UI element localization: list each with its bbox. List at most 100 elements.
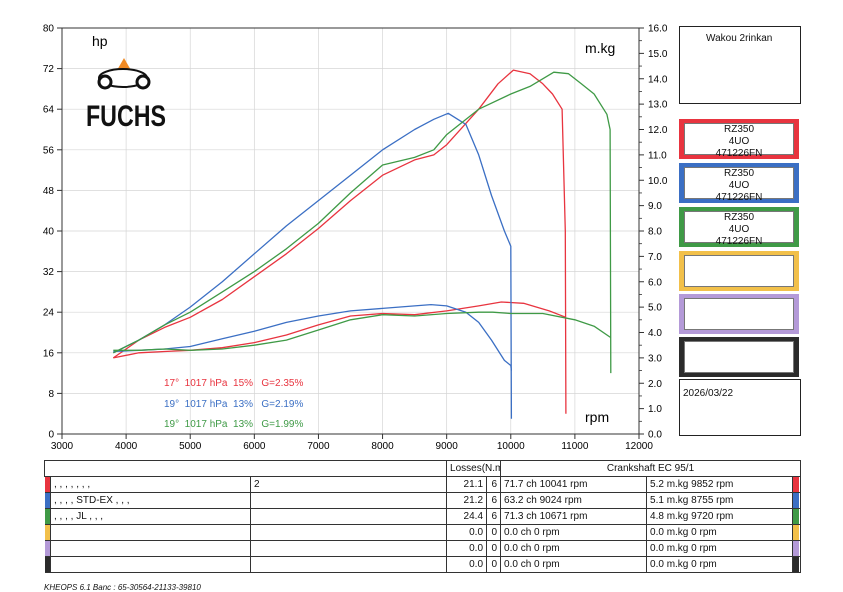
run-box-text: 471226FN <box>715 148 763 159</box>
dyno-chart: 3000 4000 5000 6000 7000 8000 9000 10000 11000 12… <box>43 24 668 453</box>
cell-note: 2 <box>249 476 448 493</box>
row-color-swatch <box>792 540 802 557</box>
y-right-tick-label: 15.0 <box>648 49 668 60</box>
condition-line: 17° 1017 hPa 15% G=2.35% <box>164 378 303 389</box>
date-panel <box>679 379 801 436</box>
y-right-tick-label: 16.0 <box>648 24 668 35</box>
cell-power: 71.7 ch 10041 rpm <box>500 476 648 493</box>
y-right-tick-label: 13.0 <box>648 100 668 111</box>
row-color-swatch <box>792 492 802 509</box>
station-name: Wakou 2rinkan <box>706 33 773 44</box>
cell-loss: 21.2 <box>446 492 488 509</box>
run-box-text: 471226FN <box>715 236 763 247</box>
fuchs-logo: FUCHS <box>86 58 166 133</box>
y-right-tick-label: 11.0 <box>648 150 667 161</box>
y-right-tick-label: 0.0 <box>648 430 662 441</box>
test-date: 2026/03/22 <box>683 388 734 399</box>
cell-note <box>249 556 448 573</box>
run-box: RZ350 4UO 471226FN <box>679 163 799 203</box>
y-left-tick-label: 48 <box>43 186 55 197</box>
run-box-text: RZ350 <box>723 124 754 135</box>
x-tick-label: 7000 <box>307 441 330 452</box>
table-row: , , , , STD-EX , , , 21.2 6 63.2 ch 9024 rp… <box>44 492 802 509</box>
run-box <box>679 294 799 334</box>
power-curve-0 <box>112 69 567 414</box>
footer-text: KHEOPS 6.1 Banc : 65-30564-21133-39810 <box>44 583 201 592</box>
y-left-tick-label: 24 <box>43 308 55 319</box>
y-left-tick-label: 8 <box>48 389 54 400</box>
cell-loss: 0.0 <box>446 556 488 573</box>
chart-lines <box>112 69 612 419</box>
cell-note <box>249 508 448 525</box>
y-left-tick-label: 16 <box>43 348 55 359</box>
y-left-axis-label: hp <box>92 33 108 49</box>
run-box: RZ350 4UO 471226FN <box>679 119 799 159</box>
run-box <box>679 251 799 291</box>
cell-torque: 0.0 m.kg 0 rpm <box>646 540 794 557</box>
x-tick-label: 4000 <box>115 441 138 452</box>
y-right-tick-label: 3.0 <box>648 353 662 364</box>
x-tick-label: 6000 <box>243 441 266 452</box>
row-color-swatch <box>792 556 802 573</box>
run-box-text: RZ350 <box>723 168 754 179</box>
cell-name <box>50 540 251 557</box>
run-box-label: RZ350 4UO 471226FN <box>684 211 794 247</box>
row-color-swatch <box>792 524 802 541</box>
condition-line: 19° 1017 hPa 13% G=1.99% <box>164 419 303 430</box>
cell-loss: 0.0 <box>446 524 488 541</box>
y-left-tick-label: 64 <box>43 105 55 116</box>
y-right-tick-label: 2.0 <box>648 379 662 390</box>
cell-loss: 21.1 <box>446 476 488 493</box>
cell-torque: 5.1 m.kg 8755 rpm <box>646 492 794 509</box>
cell-torque: 0.0 m.kg 0 rpm <box>646 556 794 573</box>
y-left-tick-label: 40 <box>43 227 55 238</box>
cell-loss: 0.0 <box>446 540 488 557</box>
chart-grid <box>61 27 640 435</box>
run-box: RZ350 4UO 471226FN <box>679 207 799 247</box>
y-right-tick-label: 1.0 <box>648 404 662 415</box>
losses-header: Losses(N.m) <box>446 460 502 477</box>
run-box-label <box>684 298 794 330</box>
condition-line: 19° 1017 hPa 13% G=2.19% <box>164 399 303 410</box>
row-color-swatch <box>792 508 802 525</box>
results-table: Losses(N.m) Crankshaft EC 95/1 , , , , ,… <box>43 460 802 573</box>
run-box-label <box>684 255 794 287</box>
conditions-legend: 17° 1017 hPa 15% G=2.35% 19° 1017 hPa 13… <box>164 378 303 430</box>
table-row: , , , , JL , , , 24.4 6 71.3 ch 10671 rpm 4.… <box>44 508 802 525</box>
run-box-text: 4UO <box>728 224 750 235</box>
x-tick-label: 3000 <box>51 441 74 452</box>
x-tick-label: 11000 <box>561 441 589 452</box>
cell-power: 0.0 ch 0 rpm <box>500 540 648 557</box>
cell-power: 71.3 ch 10671 rpm <box>500 508 648 525</box>
y-right-tick-label: 8.0 <box>648 227 662 238</box>
row-color-swatch <box>792 476 802 493</box>
run-box-label <box>684 341 794 373</box>
cell-n: 0 <box>486 524 502 541</box>
run-box-text: 471226FN <box>715 192 763 203</box>
chart-ticks: 3000 4000 5000 6000 7000 8000 9000 10000 11000 12… <box>43 24 668 453</box>
run-box-text: 4UO <box>728 180 750 191</box>
cell-name: , , , , , , , <box>50 476 251 493</box>
run-box-text: 4UO <box>728 136 750 147</box>
cell-n: 6 <box>486 492 502 509</box>
run-box <box>679 337 799 377</box>
table-row: , , , , , , , 2 21.1 6 71.7 ch 10041 rpm 5.2 … <box>44 476 802 493</box>
cell-power: 63.2 ch 9024 rpm <box>500 492 648 509</box>
cell-note <box>249 492 448 509</box>
y-right-tick-label: 10.0 <box>648 176 668 187</box>
cell-power: 0.0 ch 0 rpm <box>500 556 648 573</box>
cell-torque: 4.8 m.kg 9720 rpm <box>646 508 794 525</box>
cell-loss: 24.4 <box>446 508 488 525</box>
y-left-tick-label: 80 <box>43 24 55 35</box>
cell-note <box>249 540 448 557</box>
cell-torque: 0.0 m.kg 0 rpm <box>646 524 794 541</box>
torque-curve-5 <box>113 311 612 351</box>
run-box-label: RZ350 4UO 471226FN <box>684 167 794 203</box>
y-right-tick-label: 5.0 <box>648 303 662 314</box>
cell-name <box>50 524 251 541</box>
cell-n: 6 <box>486 508 502 525</box>
crankshaft-header: Crankshaft EC 95/1 <box>500 460 802 477</box>
y-right-axis-label: m.kg <box>585 40 615 56</box>
cell-n: 0 <box>486 556 502 573</box>
table-header-row: Losses(N.m) Crankshaft EC 95/1 <box>43 460 802 477</box>
